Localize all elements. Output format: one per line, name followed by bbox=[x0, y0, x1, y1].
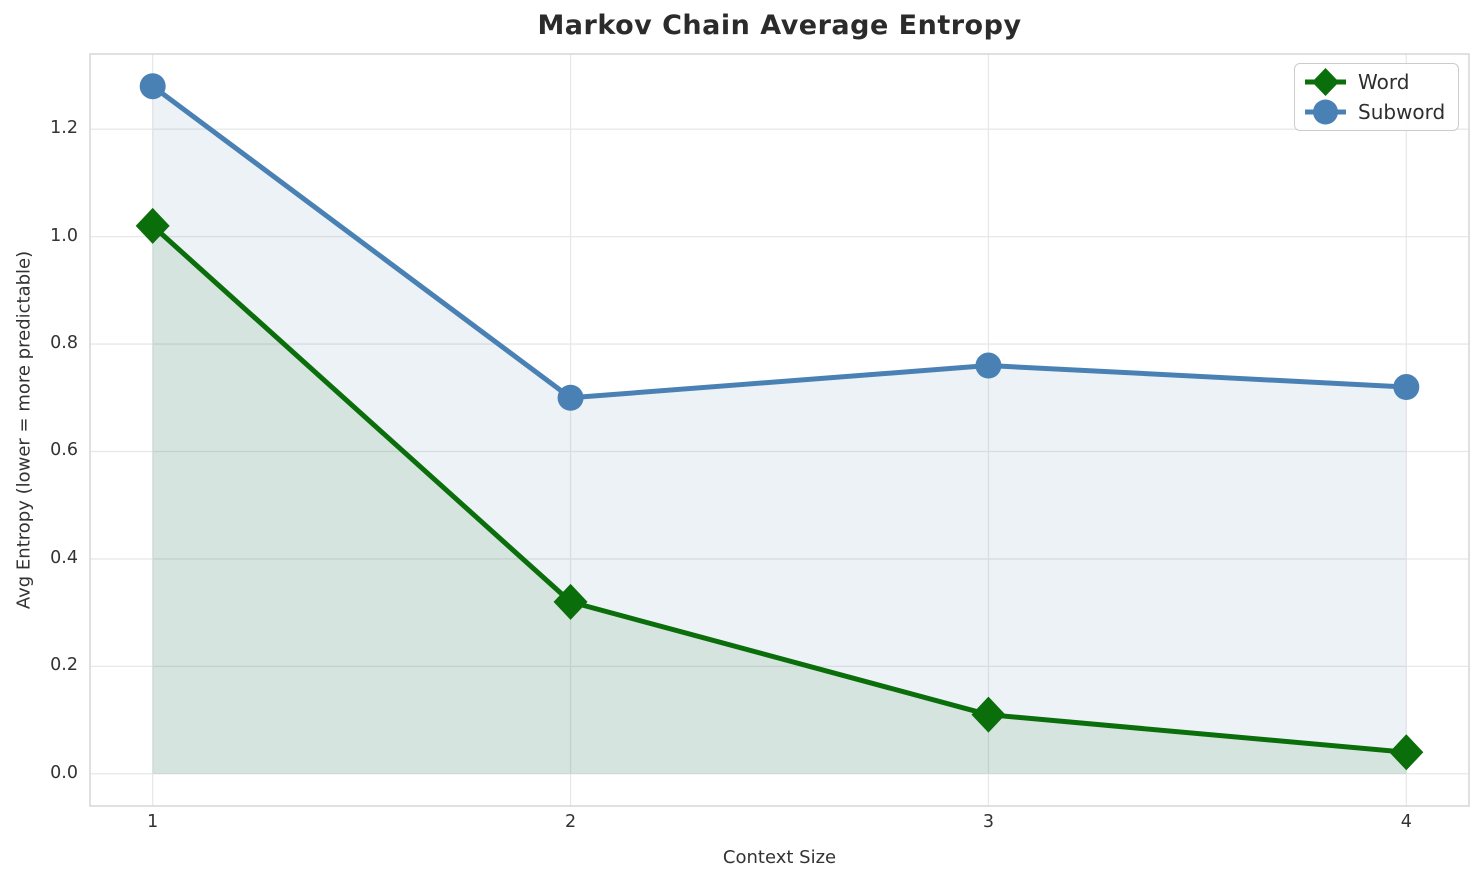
y-tick-label: 1.0 bbox=[50, 225, 78, 246]
marker-word bbox=[1389, 734, 1424, 771]
x-axis-label: Context Size bbox=[722, 847, 837, 868]
diamond-marker-icon bbox=[1305, 68, 1346, 96]
y-tick-label: 0.0 bbox=[50, 762, 78, 783]
chart-title: Markov Chain Average Entropy bbox=[537, 10, 1022, 41]
y-tick-label: 0.8 bbox=[50, 333, 78, 354]
marker-word bbox=[971, 696, 1006, 733]
y-tick-label: 0.2 bbox=[50, 655, 78, 676]
x-tick-label: 2 bbox=[564, 812, 577, 832]
marker-word bbox=[135, 207, 170, 244]
series-line-word bbox=[150, 223, 1409, 755]
marker-word bbox=[553, 583, 588, 620]
legend-label-word: Word bbox=[1358, 70, 1410, 94]
legend-item-subword: Subword bbox=[1302, 97, 1445, 127]
plot-border bbox=[89, 53, 1470, 807]
y-tick-label: 1.2 bbox=[50, 118, 78, 139]
marker-subword bbox=[557, 384, 584, 411]
x-tick-label: 3 bbox=[982, 812, 994, 832]
series-fill-subword bbox=[152, 86, 1407, 774]
marker-subword bbox=[975, 352, 1002, 379]
marker-subword bbox=[1393, 374, 1420, 401]
x-tick-label: 1 bbox=[147, 812, 159, 832]
series-line-subword bbox=[150, 83, 1409, 401]
legend-item-word: Word bbox=[1302, 67, 1445, 97]
circle-marker-icon bbox=[1305, 99, 1346, 125]
y-tick-label: 0.6 bbox=[50, 440, 78, 461]
x-tick-label: 4 bbox=[1400, 812, 1412, 832]
marker-subword bbox=[139, 73, 166, 100]
legend: Word Subword bbox=[1294, 63, 1460, 131]
series-fill-word bbox=[152, 225, 1407, 774]
legend-label-subword: Subword bbox=[1358, 100, 1446, 124]
y-tick-label: 0.4 bbox=[50, 547, 78, 568]
